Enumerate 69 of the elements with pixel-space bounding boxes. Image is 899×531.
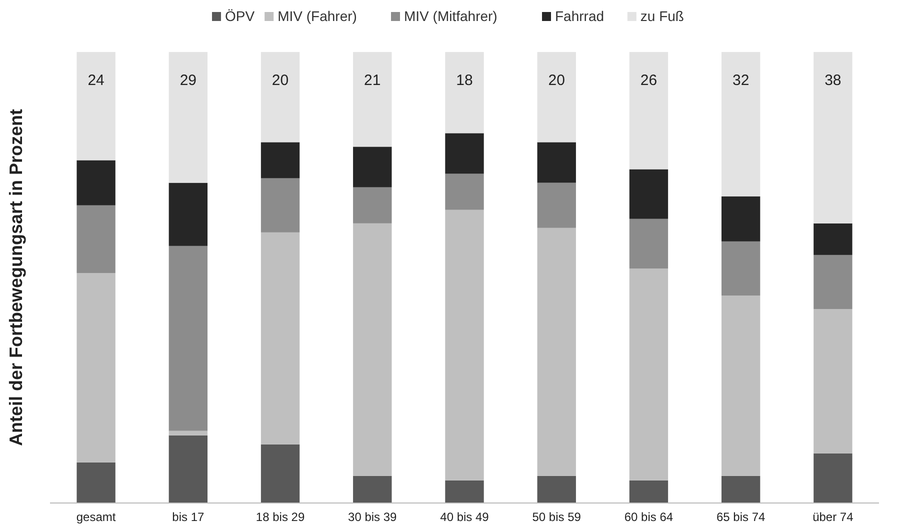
- legend-label: ÖPV: [225, 8, 256, 24]
- bar: [353, 52, 392, 147]
- bar: [260, 52, 300, 142]
- data-label: 32: [732, 72, 750, 89]
- bar: [76, 462, 116, 503]
- bar: [168, 246, 208, 431]
- x-tick-label: über 74: [812, 510, 854, 524]
- data-label: 20: [272, 72, 289, 89]
- data-label: 21: [364, 72, 381, 89]
- data-label: 20: [548, 72, 565, 89]
- bar: [537, 476, 576, 503]
- bar: [76, 205, 116, 273]
- bar: [260, 232, 300, 444]
- data-label: 24: [88, 72, 104, 89]
- x-tick-label: 30 bis 39: [348, 510, 398, 524]
- x-tick-label: 50 bis 59: [532, 510, 582, 524]
- bar: [168, 430, 208, 436]
- bar: [260, 444, 300, 503]
- bar: [814, 52, 852, 224]
- bar: [353, 187, 392, 224]
- bar: [629, 218, 668, 268]
- x-tick-label: 18 bis 29: [256, 510, 305, 524]
- x-tick-label: bis 17: [172, 510, 204, 524]
- bar: [445, 210, 484, 480]
- bar: [814, 223, 852, 255]
- bar: [76, 272, 116, 462]
- bar: [537, 228, 576, 476]
- data-label: 29: [180, 72, 197, 89]
- x-tick-label: 60 bis 64: [624, 510, 674, 524]
- bar: [629, 480, 668, 503]
- bar: [537, 52, 576, 142]
- bar: [445, 174, 484, 210]
- bar: [168, 435, 208, 503]
- bar: [260, 142, 300, 178]
- bar: [260, 178, 300, 232]
- legend-label: zu Fuß: [640, 8, 684, 24]
- data-label: 26: [640, 72, 658, 89]
- bar: [721, 296, 760, 476]
- data-label: 18: [456, 72, 473, 89]
- bar: [445, 52, 484, 134]
- legend-label: Fahrrad: [555, 8, 604, 24]
- bar: [76, 160, 116, 206]
- bar: [721, 476, 760, 503]
- bar: [721, 196, 760, 242]
- bar: [814, 309, 852, 454]
- bar: [629, 268, 668, 480]
- bar: [814, 453, 852, 503]
- bar: [721, 52, 760, 196]
- bar: [353, 476, 392, 503]
- bar: [537, 142, 576, 183]
- x-tick-label: 40 bis 49: [440, 510, 490, 524]
- bar: [445, 480, 484, 503]
- bar: [814, 254, 852, 310]
- bar: [168, 182, 208, 246]
- bar: [353, 146, 392, 188]
- bar: [445, 133, 484, 174]
- bar: [629, 169, 668, 219]
- bar: [721, 241, 760, 296]
- x-tick-label: gesamt: [76, 510, 116, 524]
- bar: [353, 223, 392, 476]
- y-axis-title: Anteil der Fortbewegungsart in Prozent: [6, 108, 26, 446]
- bar: [629, 52, 668, 170]
- legend-label: MIV (Fahrer): [278, 8, 357, 24]
- bar: [537, 182, 576, 228]
- data-label: 38: [824, 72, 842, 89]
- bar: [168, 52, 208, 183]
- bar: [76, 52, 116, 160]
- x-tick-label: 65 bis 74: [716, 510, 766, 524]
- legend-label: MIV (Mitfahrer): [404, 8, 498, 24]
